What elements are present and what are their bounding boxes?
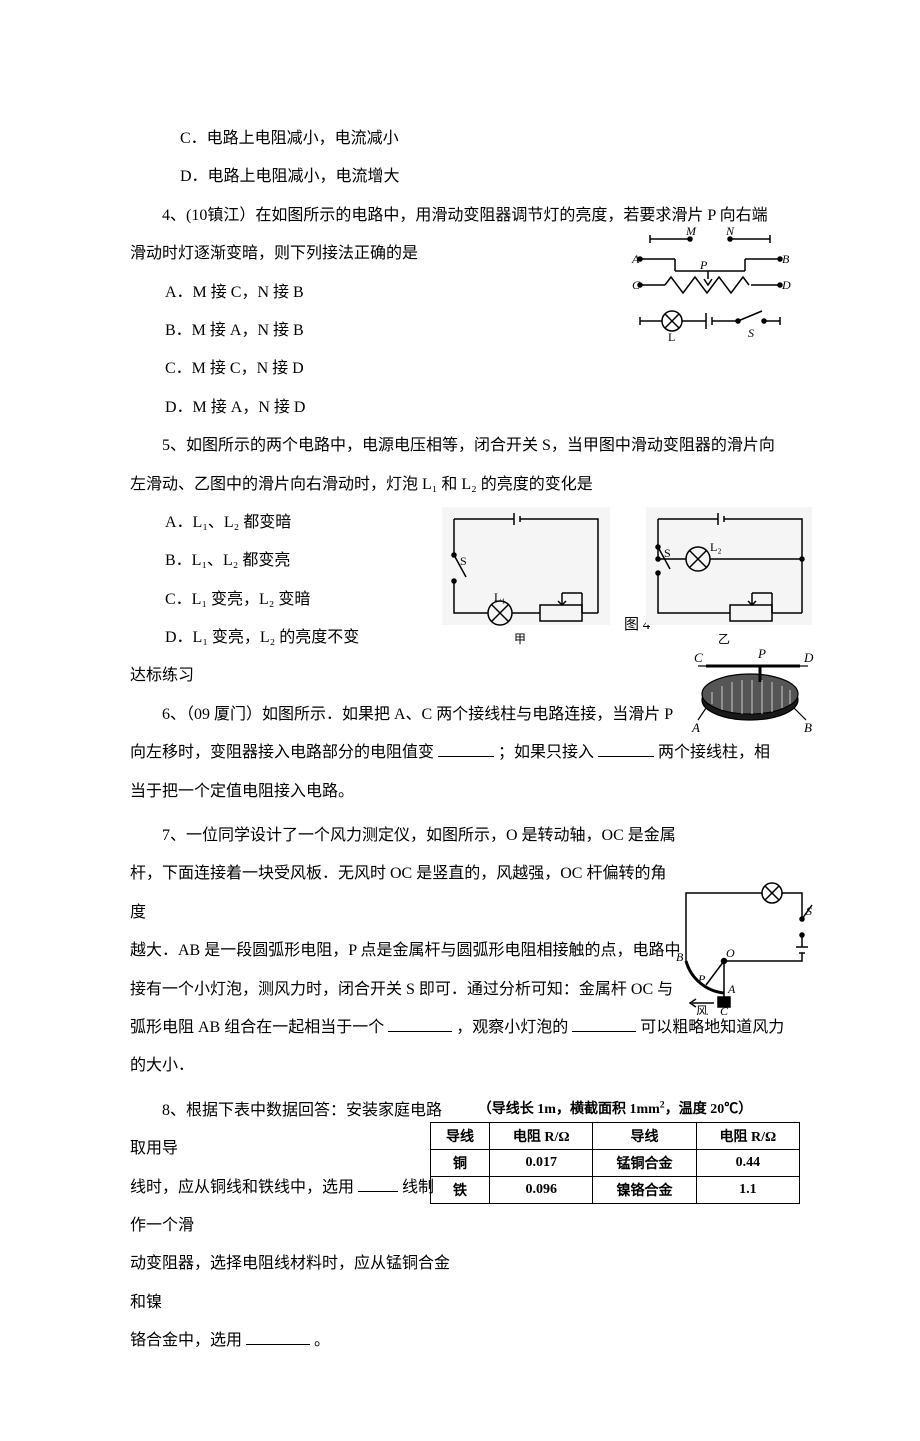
q7-label-a: A <box>727 982 736 996</box>
q8-stem-d: 铬合金中，选用 。 <box>130 1322 810 1360</box>
q7-f-pre: 弧形电阻 AB 组合在一起相当于一个 <box>130 1019 384 1036</box>
q4-label-m: M <box>685 225 697 238</box>
q8-td: 锰铜合金 <box>593 1149 696 1176</box>
q7-f-mid: ，观察小灯泡的 <box>456 1019 568 1036</box>
q4-label-a: A <box>631 252 640 266</box>
q6-label-b: B <box>804 720 812 735</box>
q5-right-l2: L₂ <box>710 540 722 554</box>
q5-left-l1: L₁ <box>494 590 506 604</box>
q7-stem-a: 7、一位同学设计了一个风力测定仪，如图所示，O 是转动轴，OC 是金属 <box>130 817 810 855</box>
q7-stem-g: 的大小． <box>130 1047 810 1085</box>
q4-label-p: P <box>699 258 708 272</box>
q8-blank-2[interactable] <box>246 1328 310 1345</box>
q8-table-row: 铜 0.017 锰铜合金 0.44 <box>431 1149 800 1176</box>
q8-table: 导线 电阻 R/Ω 导线 电阻 R/Ω 铜 0.017 锰铜合金 0.44 铁 <box>430 1122 800 1204</box>
q8-block: 8、根据下表中数据回答：安装家庭电路取用导 线时，应从铜线和铁线中，选用 线制作… <box>130 1092 810 1361</box>
q4-figure: M N A B C D P S L <box>620 225 800 345</box>
q6-label-a: A <box>691 720 700 735</box>
q6-b-mid: ；如果只接入 <box>498 744 594 761</box>
q6-b-post: 两个接线柱，相 <box>658 744 770 761</box>
q7-label-p: P <box>697 972 706 986</box>
q6-stem-b: 向左移时，变阻器接入电路部分的电阻值变 ；如果只接入 两个接线柱，相 <box>130 734 810 772</box>
q7-label-s: S <box>806 904 812 918</box>
q8-d-pre: 铬合金中，选用 <box>130 1332 242 1349</box>
q7-f-post: 可以粗略地知道风力 <box>640 1019 784 1036</box>
q7-label-wind: 风 <box>696 1004 708 1015</box>
q8-th-0: 导线 <box>431 1122 490 1149</box>
q6-blank-1[interactable] <box>438 740 494 757</box>
q8-stem-b: 线时，应从铜线和铁线中，选用 线制作一个滑 <box>130 1169 450 1246</box>
q8-td: 0.096 <box>490 1176 593 1203</box>
q7-label-c: C <box>720 1004 729 1015</box>
q6-label-p: P <box>757 646 766 661</box>
q4-option-d: D．M 接 A，N 接 D <box>130 389 810 427</box>
q8-table-header-row: 导线 电阻 R/Ω 导线 电阻 R/Ω <box>431 1122 800 1149</box>
q4-option-c: C．M 接 C，N 接 D <box>130 350 810 388</box>
q8-td: 0.017 <box>490 1149 593 1176</box>
q4-label-n: N <box>725 225 735 238</box>
q8-cap-pre: （导线长 1m，横截面积 1mm <box>478 1102 660 1117</box>
q8-td: 铁 <box>431 1176 490 1203</box>
q8-b-pre: 线时，应从铜线和铁线中，选用 <box>130 1179 354 1196</box>
q5-right-s: S <box>664 546 671 560</box>
q8-stem-a: 8、根据下表中数据回答：安装家庭电路取用导 <box>130 1092 450 1169</box>
q8-table-caption: （导线长 1m，横截面积 1mm2，温度 20℃） <box>430 1098 800 1118</box>
q8-td: 0.44 <box>696 1149 799 1176</box>
q6-blank-2[interactable] <box>598 740 654 757</box>
q6-label-d: D <box>803 650 814 665</box>
q5-figure: S L₁ 甲 图 4 <box>436 501 816 651</box>
q7-label-o: O <box>726 946 735 960</box>
q3-option-c: C．电路上电阻减小，电流减小 <box>130 120 810 158</box>
q5-stem-b: 左滑动、乙图中的滑片向右滑动时，灯泡 L₁ 和 L₂ 的亮度的变化是 <box>130 466 810 504</box>
q7-figure: B O P A S C 风 <box>666 875 816 1015</box>
q3-option-d: D．电路上电阻减小，电流增大 <box>130 158 810 196</box>
q5-label-jia: 甲 <box>514 632 526 646</box>
q8-th-2: 导线 <box>593 1122 696 1149</box>
q8-th-1: 电阻 R/Ω <box>490 1122 593 1149</box>
q6-figure: C D P A B <box>688 642 818 736</box>
q5-left-s: S <box>460 554 467 568</box>
q4-label-d: D <box>781 278 791 292</box>
q6-b-pre: 向左移时，变阻器接入电路部分的电阻值变 <box>130 744 434 761</box>
q4-block: 4、(10镇江）在如图所示的电路中，用滑动变阻器调节灯的亮度，若要求滑片 P 向… <box>130 197 810 427</box>
q7-blank-2[interactable] <box>572 1015 636 1032</box>
q4-label-c: C <box>632 278 641 292</box>
q4-label-b: B <box>782 252 790 266</box>
q8-th-3: 电阻 R/Ω <box>696 1122 799 1149</box>
q8-td: 1.1 <box>696 1176 799 1203</box>
q8-stem-c: 动变阻器，选择电阻线材料时，应从锰铜合金和镍 <box>130 1245 450 1322</box>
q6-label-c: C <box>694 650 703 665</box>
q7-block: 7、一位同学设计了一个风力测定仪，如图所示，O 是转动轴，OC 是金属 杆，下面… <box>130 817 810 1086</box>
q4-label-l: L <box>668 330 675 344</box>
q8-td: 镍铬合金 <box>593 1176 696 1203</box>
q8-cap-post: ，温度 20℃） <box>665 1102 753 1117</box>
q8-td: 铜 <box>431 1149 490 1176</box>
page: C．电路上电阻减小，电流减小 D．电路上电阻减小，电流增大 4、(10镇江）在如… <box>0 0 920 1441</box>
q4-label-s: S <box>748 326 754 340</box>
q8-table-wrap: （导线长 1m，横截面积 1mm2，温度 20℃） 导线 电阻 R/Ω 导线 电… <box>430 1098 800 1204</box>
q6-stem-c: 当于把一个定值电阻接入电路。 <box>130 773 810 811</box>
q7-label-b: B <box>676 950 684 964</box>
q8-table-row: 铁 0.096 镍铬合金 1.1 <box>431 1176 800 1203</box>
q7-blank-1[interactable] <box>388 1015 452 1032</box>
q5-block: 5、如图所示的两个电路中，电源电压相等，闭合开关 S，当甲图中滑动变阻器的滑片向… <box>130 427 810 657</box>
q6-block: 6、（09 厦门）如图所示．如果把 A、C 两个接线柱与电路连接，当滑片 P 向… <box>130 696 810 811</box>
q5-stem-a: 5、如图所示的两个电路中，电源电压相等，闭合开关 S，当甲图中滑动变阻器的滑片向 <box>130 427 810 465</box>
q8-d-post: 。 <box>314 1332 330 1349</box>
q8-blank-1[interactable] <box>358 1175 398 1192</box>
